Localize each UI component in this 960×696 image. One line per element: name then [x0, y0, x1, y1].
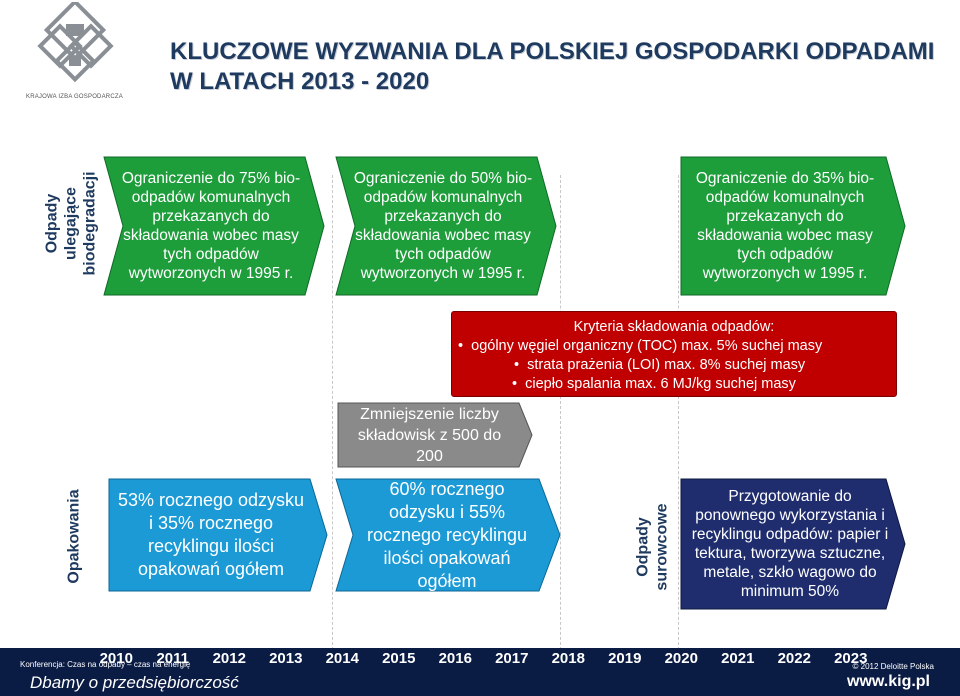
green-arrow-2013: Ograniczenie do 75% bio-odpadów komunaln… — [103, 156, 325, 296]
copyright-note: © 2012 Deloitte Polska — [852, 662, 935, 671]
timeline-divider — [332, 175, 333, 655]
green-arrow-2020: Ograniczenie do 35% bio-odpadów komunaln… — [680, 156, 906, 296]
year-label: 2013 — [269, 650, 303, 667]
green-arrow-2016: Ograniczenie do 50% bio-odpadów komunaln… — [335, 156, 557, 296]
blue-arrow-text: 53% rocznego odzysku i 35% rocznego recy… — [117, 490, 305, 579]
criteria-item: • ogólny węgiel organiczny (TOC) max. 5%… — [458, 338, 823, 354]
landfill-criteria-box: Kryteria składowania odpadów: • ogólny w… — [451, 311, 897, 397]
green-arrow-text: Ograniczenie do 50% bio-odpadów komunaln… — [353, 170, 533, 282]
row-label-raw-materials: Odpady surowcowe — [635, 503, 671, 591]
tagline: Dbamy o przedsiębiorczość — [30, 673, 239, 692]
kig-logo: KRAJOWA IZBA GOSPODARCZA — [22, 0, 132, 104]
kig-logo-mark — [37, 0, 114, 83]
year-label: 2018 — [551, 650, 585, 667]
title-line-2: W LATACH 2013 - 2020 — [170, 68, 430, 95]
year-label: 2012 — [212, 650, 246, 667]
criteria-title: Kryteria składowania odpadów: — [573, 319, 775, 335]
website-link[interactable]: www.kig.pl — [847, 673, 930, 690]
navy-arrow-2020: Przygotowanie do ponownego wykorzystania… — [680, 478, 906, 610]
year-label: 2023 — [834, 650, 868, 667]
year-label: 2019 — [608, 650, 642, 667]
green-arrow-text: Ograniczenie do 35% bio-odpadów komunaln… — [695, 170, 875, 282]
row-label-biodegradable: Odpady ulegające biodegradacji — [43, 170, 99, 276]
year-label: 2022 — [777, 650, 811, 667]
green-arrow-text: Ograniczenie do 75% bio-odpadów komunaln… — [121, 170, 301, 282]
landfill-reduction-arrow: Zmniejszenie liczby składowisk z 500 do … — [337, 402, 533, 468]
timeline-divider — [560, 175, 561, 655]
page-title: KLUCZOWE WYZWANIA DLA POLSKIEJ GOSPODARK… — [170, 37, 934, 97]
logo-org-name: KRAJOWA IZBA GOSPODARCZA — [26, 94, 123, 100]
timeline-divider — [678, 175, 679, 655]
timeline-years: 2010 2011 2012 2013 2014 2015 2016 2017 … — [88, 650, 879, 667]
year-label: 2020 — [664, 650, 698, 667]
conference-note: Konferencja: Czas na odpady – czas na en… — [20, 660, 191, 669]
landfill-reduction-text: Zmniejszenie liczby składowisk z 500 do … — [357, 405, 502, 465]
footer-bar: 2010 2011 2012 2013 2014 2015 2016 2017 … — [0, 648, 960, 696]
year-label: 2017 — [495, 650, 529, 667]
year-label: 2016 — [438, 650, 472, 667]
blue-arrow-2014: 60% rocznego odzysku i 55% rocznego recy… — [335, 478, 561, 592]
criteria-item: • strata prażenia (LOI) max. 8% suchej m… — [514, 357, 806, 373]
blue-arrow-text: 60% rocznego odzysku i 55% rocznego recy… — [366, 478, 528, 591]
criteria-item: • ciepło spalania max. 6 MJ/kg suchej ma… — [512, 376, 796, 392]
blue-arrow-2011: 53% rocznego odzysku i 35% rocznego recy… — [108, 478, 328, 592]
year-label: 2021 — [721, 650, 755, 667]
year-label: 2015 — [382, 650, 416, 667]
year-label: 2011 — [156, 650, 190, 667]
row-label-packaging: Opakowania — [65, 488, 83, 584]
title-line-1: KLUCZOWE WYZWANIA DLA POLSKIEJ GOSPODARK… — [170, 38, 935, 65]
navy-arrow-text: Przygotowanie do ponownego wykorzystania… — [691, 488, 889, 600]
year-label: 2014 — [325, 650, 359, 667]
year-label: 2010 — [99, 650, 133, 667]
